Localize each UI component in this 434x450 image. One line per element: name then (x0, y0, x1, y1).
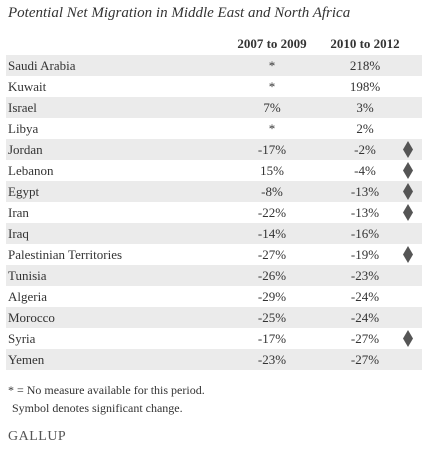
cell: -17% (257, 331, 287, 346)
table-row: Saudi Arabia * 218% (6, 55, 422, 76)
cell: -8% (261, 184, 283, 199)
cell: 218% (349, 58, 381, 73)
cell: -2% (354, 142, 376, 157)
table-row: Jordan -17% -2% (6, 139, 422, 160)
significance-marker (403, 246, 413, 263)
cell: * (268, 121, 276, 136)
logo: GALLUP (8, 429, 67, 444)
significance-marker (403, 141, 413, 158)
diamond (403, 204, 413, 221)
table-row: Egypt -8% -13% (6, 181, 422, 202)
country: Morocco (8, 310, 55, 325)
cell: -23% (350, 268, 380, 283)
diamond (403, 141, 413, 158)
diamond (403, 162, 413, 179)
country: Algeria (8, 289, 47, 304)
cell: -24% (350, 289, 380, 304)
table-row: Israel 7% 3% (6, 97, 422, 118)
cell: -14% (257, 226, 287, 241)
cell: -25% (257, 310, 287, 325)
diamond (403, 330, 413, 347)
cell: -27% (350, 352, 380, 367)
diamond (403, 183, 413, 200)
cell: -16% (350, 226, 380, 241)
cell: -29% (257, 289, 287, 304)
country: Yemen (8, 352, 45, 367)
country: Jordan (8, 142, 43, 157)
country: Saudi Arabia (8, 58, 76, 73)
country: Syria (8, 331, 36, 346)
table-row: Iran -22% -13% (6, 202, 422, 223)
cell: -27% (350, 331, 380, 346)
cell: -19% (350, 247, 380, 262)
country: Israel (8, 100, 37, 115)
country: Kuwait (8, 79, 47, 94)
country: Libya (8, 121, 39, 136)
cell: 15% (260, 163, 284, 178)
country: Iraq (8, 226, 29, 241)
cell: 2% (356, 121, 374, 136)
country: Lebanon (8, 163, 54, 178)
footnote: Symbol denotes significant change. (12, 401, 183, 415)
cell: -17% (257, 142, 287, 157)
column-header: 2010 to 2012 (330, 36, 400, 51)
cell: -23% (257, 352, 287, 367)
cell: -13% (350, 205, 380, 220)
cell: -26% (257, 268, 287, 283)
cell: -13% (350, 184, 380, 199)
cell: 7% (263, 100, 281, 115)
table-row: Morocco -25% -24% (6, 307, 422, 328)
table-row: Algeria -29% -24% (6, 286, 422, 307)
table-row: Kuwait * 198% (6, 76, 422, 97)
cell: * (268, 58, 276, 73)
table-row: Syria -17% -27% (6, 328, 422, 349)
cell: 3% (356, 100, 374, 115)
cell: -4% (354, 163, 376, 178)
table-row: Yemen -23% -27% (6, 349, 422, 370)
country: Tunisia (8, 268, 47, 283)
cell: * (268, 79, 276, 94)
cell: -27% (257, 247, 287, 262)
significance-marker (403, 183, 413, 200)
cell: -22% (257, 205, 287, 220)
title: Potential Net Migration in Middle East a… (8, 5, 351, 21)
significance-marker (403, 162, 413, 179)
country: Iran (8, 205, 29, 220)
significance-marker (403, 330, 413, 347)
country: Egypt (8, 184, 40, 199)
cell: 198% (349, 79, 381, 94)
table-row: Lebanon 15% -4% (6, 160, 422, 181)
table-row: Palestinian Territories -27% -19% (6, 244, 422, 265)
table-row: Libya * 2% (6, 118, 422, 139)
cell: -24% (350, 310, 380, 325)
table-row: Iraq -14% -16% (6, 223, 422, 244)
country: Palestinian Territories (8, 247, 123, 262)
table-row: Tunisia -26% -23% (6, 265, 422, 286)
footnote: * = No measure available for this period… (8, 383, 205, 397)
column-header: 2007 to 2009 (237, 36, 307, 51)
significance-marker (403, 204, 413, 221)
diamond (403, 246, 413, 263)
